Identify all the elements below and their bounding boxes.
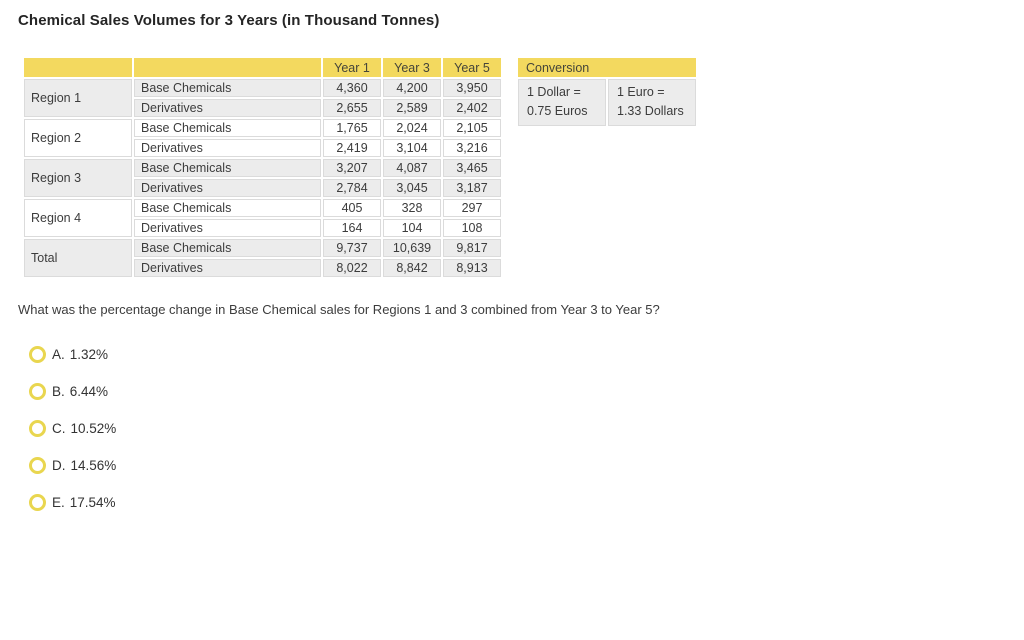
type-cell: Base Chemicals: [134, 79, 321, 97]
value-cell: 9,817: [443, 239, 501, 257]
value-cell: 1,765: [323, 119, 381, 137]
conversion-header-row: Conversion: [518, 58, 696, 77]
value-cell: 108: [443, 219, 501, 237]
option-letter: C.: [52, 421, 66, 436]
type-cell: Derivatives: [134, 139, 321, 157]
value-cell: 3,950: [443, 79, 501, 97]
value-cell: 4,360: [323, 79, 381, 97]
answer-option-e[interactable]: E. 17.54%: [29, 494, 1024, 511]
value-cell: 3,045: [383, 179, 441, 197]
value-cell: 8,022: [323, 259, 381, 277]
value-cell: 164: [323, 219, 381, 237]
type-cell: Derivatives: [134, 179, 321, 197]
value-cell: 2,419: [323, 139, 381, 157]
option-value: 6.44%: [69, 384, 109, 399]
answer-option-d[interactable]: D. 14.56%: [29, 457, 1024, 474]
region-cell: Region 2: [24, 119, 132, 157]
value-cell: 8,842: [383, 259, 441, 277]
region-cell: Total: [24, 239, 132, 277]
value-cell: 9,737: [323, 239, 381, 257]
table-row: Region 4 Base Chemicals 405 328 297: [24, 199, 501, 237]
dollar-rate-line1: 1 Dollar =: [527, 85, 581, 99]
header-year-3: Year 3: [383, 58, 441, 77]
header-year-5: Year 5: [443, 58, 501, 77]
value-cell: 4,200: [383, 79, 441, 97]
conversion-dollar-cell: 1 Dollar = 0.75 Euros: [518, 79, 606, 126]
value-cell: 2,402: [443, 99, 501, 117]
table-row: Region 1 Base Chemicals 4,360 4,200 3,95…: [24, 79, 501, 117]
type-cell: Derivatives: [134, 259, 321, 277]
type-cell: Base Chemicals: [134, 199, 321, 217]
option-value: 10.52%: [70, 421, 117, 436]
conversion-table: Conversion 1 Dollar = 0.75 Euros 1 Euro …: [516, 56, 698, 128]
radio-button-d[interactable]: [29, 457, 46, 474]
value-cell: 405: [323, 199, 381, 217]
header-year-1: Year 1: [323, 58, 381, 77]
option-value: 1.32%: [69, 347, 109, 362]
sales-table-header-row: Year 1 Year 3 Year 5: [24, 58, 501, 77]
value-cell: 2,105: [443, 119, 501, 137]
dollar-rate-line2: 0.75 Euros: [527, 104, 588, 118]
question-text: What was the percentage change in Base C…: [18, 302, 660, 317]
table-row: Derivatives 2,419 3,104 3,216: [24, 139, 501, 157]
value-cell: 10,639: [383, 239, 441, 257]
conversion-header: Conversion: [518, 58, 696, 77]
tables-row: Year 1 Year 3 Year 5 Region 1 Base Chemi…: [22, 56, 1024, 279]
value-cell: 3,216: [443, 139, 501, 157]
value-cell: 297: [443, 199, 501, 217]
answer-options: A. 1.32% B. 6.44% C. 10.52% D. 14.56% E.…: [29, 346, 1024, 511]
euro-rate-line1: 1 Euro =: [617, 85, 665, 99]
option-letter: E.: [52, 495, 65, 510]
header-empty-type: [134, 58, 321, 77]
header-empty-region: [24, 58, 132, 77]
table-row: Total Base Chemicals 9,737 10,639 9,817: [24, 239, 501, 277]
type-cell: Base Chemicals: [134, 119, 321, 137]
type-cell: Base Chemicals: [134, 159, 321, 177]
type-cell: Derivatives: [134, 219, 321, 237]
table-row: Derivatives 8,022 8,842 8,913: [24, 259, 501, 277]
table-row: Derivatives 164 104 108: [24, 219, 501, 237]
euro-rate-line2: 1.33 Dollars: [617, 104, 684, 118]
option-letter: A.: [52, 347, 65, 362]
value-cell: 2,655: [323, 99, 381, 117]
table-row: Region 3 Base Chemicals 3,207 4,087 3,46…: [24, 159, 501, 197]
value-cell: 3,207: [323, 159, 381, 177]
table-row: Derivatives 2,655 2,589 2,402: [24, 99, 501, 117]
value-cell: 2,784: [323, 179, 381, 197]
value-cell: 2,024: [383, 119, 441, 137]
value-cell: 328: [383, 199, 441, 217]
region-cell: Region 3: [24, 159, 132, 197]
option-value: 17.54%: [69, 495, 116, 510]
sales-table: Year 1 Year 3 Year 5 Region 1 Base Chemi…: [22, 56, 503, 279]
region-cell: Region 4: [24, 199, 132, 237]
answer-option-b[interactable]: B. 6.44%: [29, 383, 1024, 400]
page-title: Chemical Sales Volumes for 3 Years (in T…: [18, 12, 440, 29]
region-cell: Region 1: [24, 79, 132, 117]
table-row: Region 2 Base Chemicals 1,765 2,024 2,10…: [24, 119, 501, 157]
option-letter: B.: [52, 384, 65, 399]
radio-button-b[interactable]: [29, 383, 46, 400]
conversion-euro-cell: 1 Euro = 1.33 Dollars: [608, 79, 696, 126]
type-cell: Derivatives: [134, 99, 321, 117]
radio-button-a[interactable]: [29, 346, 46, 363]
conversion-body-row: 1 Dollar = 0.75 Euros 1 Euro = 1.33 Doll…: [518, 79, 696, 126]
radio-button-c[interactable]: [29, 420, 46, 437]
value-cell: 3,104: [383, 139, 441, 157]
value-cell: 4,087: [383, 159, 441, 177]
radio-button-e[interactable]: [29, 494, 46, 511]
answer-option-c[interactable]: C. 10.52%: [29, 420, 1024, 437]
answer-option-a[interactable]: A. 1.32%: [29, 346, 1024, 363]
value-cell: 8,913: [443, 259, 501, 277]
table-row: Derivatives 2,784 3,045 3,187: [24, 179, 501, 197]
option-letter: D.: [52, 458, 66, 473]
value-cell: 3,187: [443, 179, 501, 197]
value-cell: 104: [383, 219, 441, 237]
value-cell: 3,465: [443, 159, 501, 177]
option-value: 14.56%: [70, 458, 117, 473]
type-cell: Base Chemicals: [134, 239, 321, 257]
value-cell: 2,589: [383, 99, 441, 117]
